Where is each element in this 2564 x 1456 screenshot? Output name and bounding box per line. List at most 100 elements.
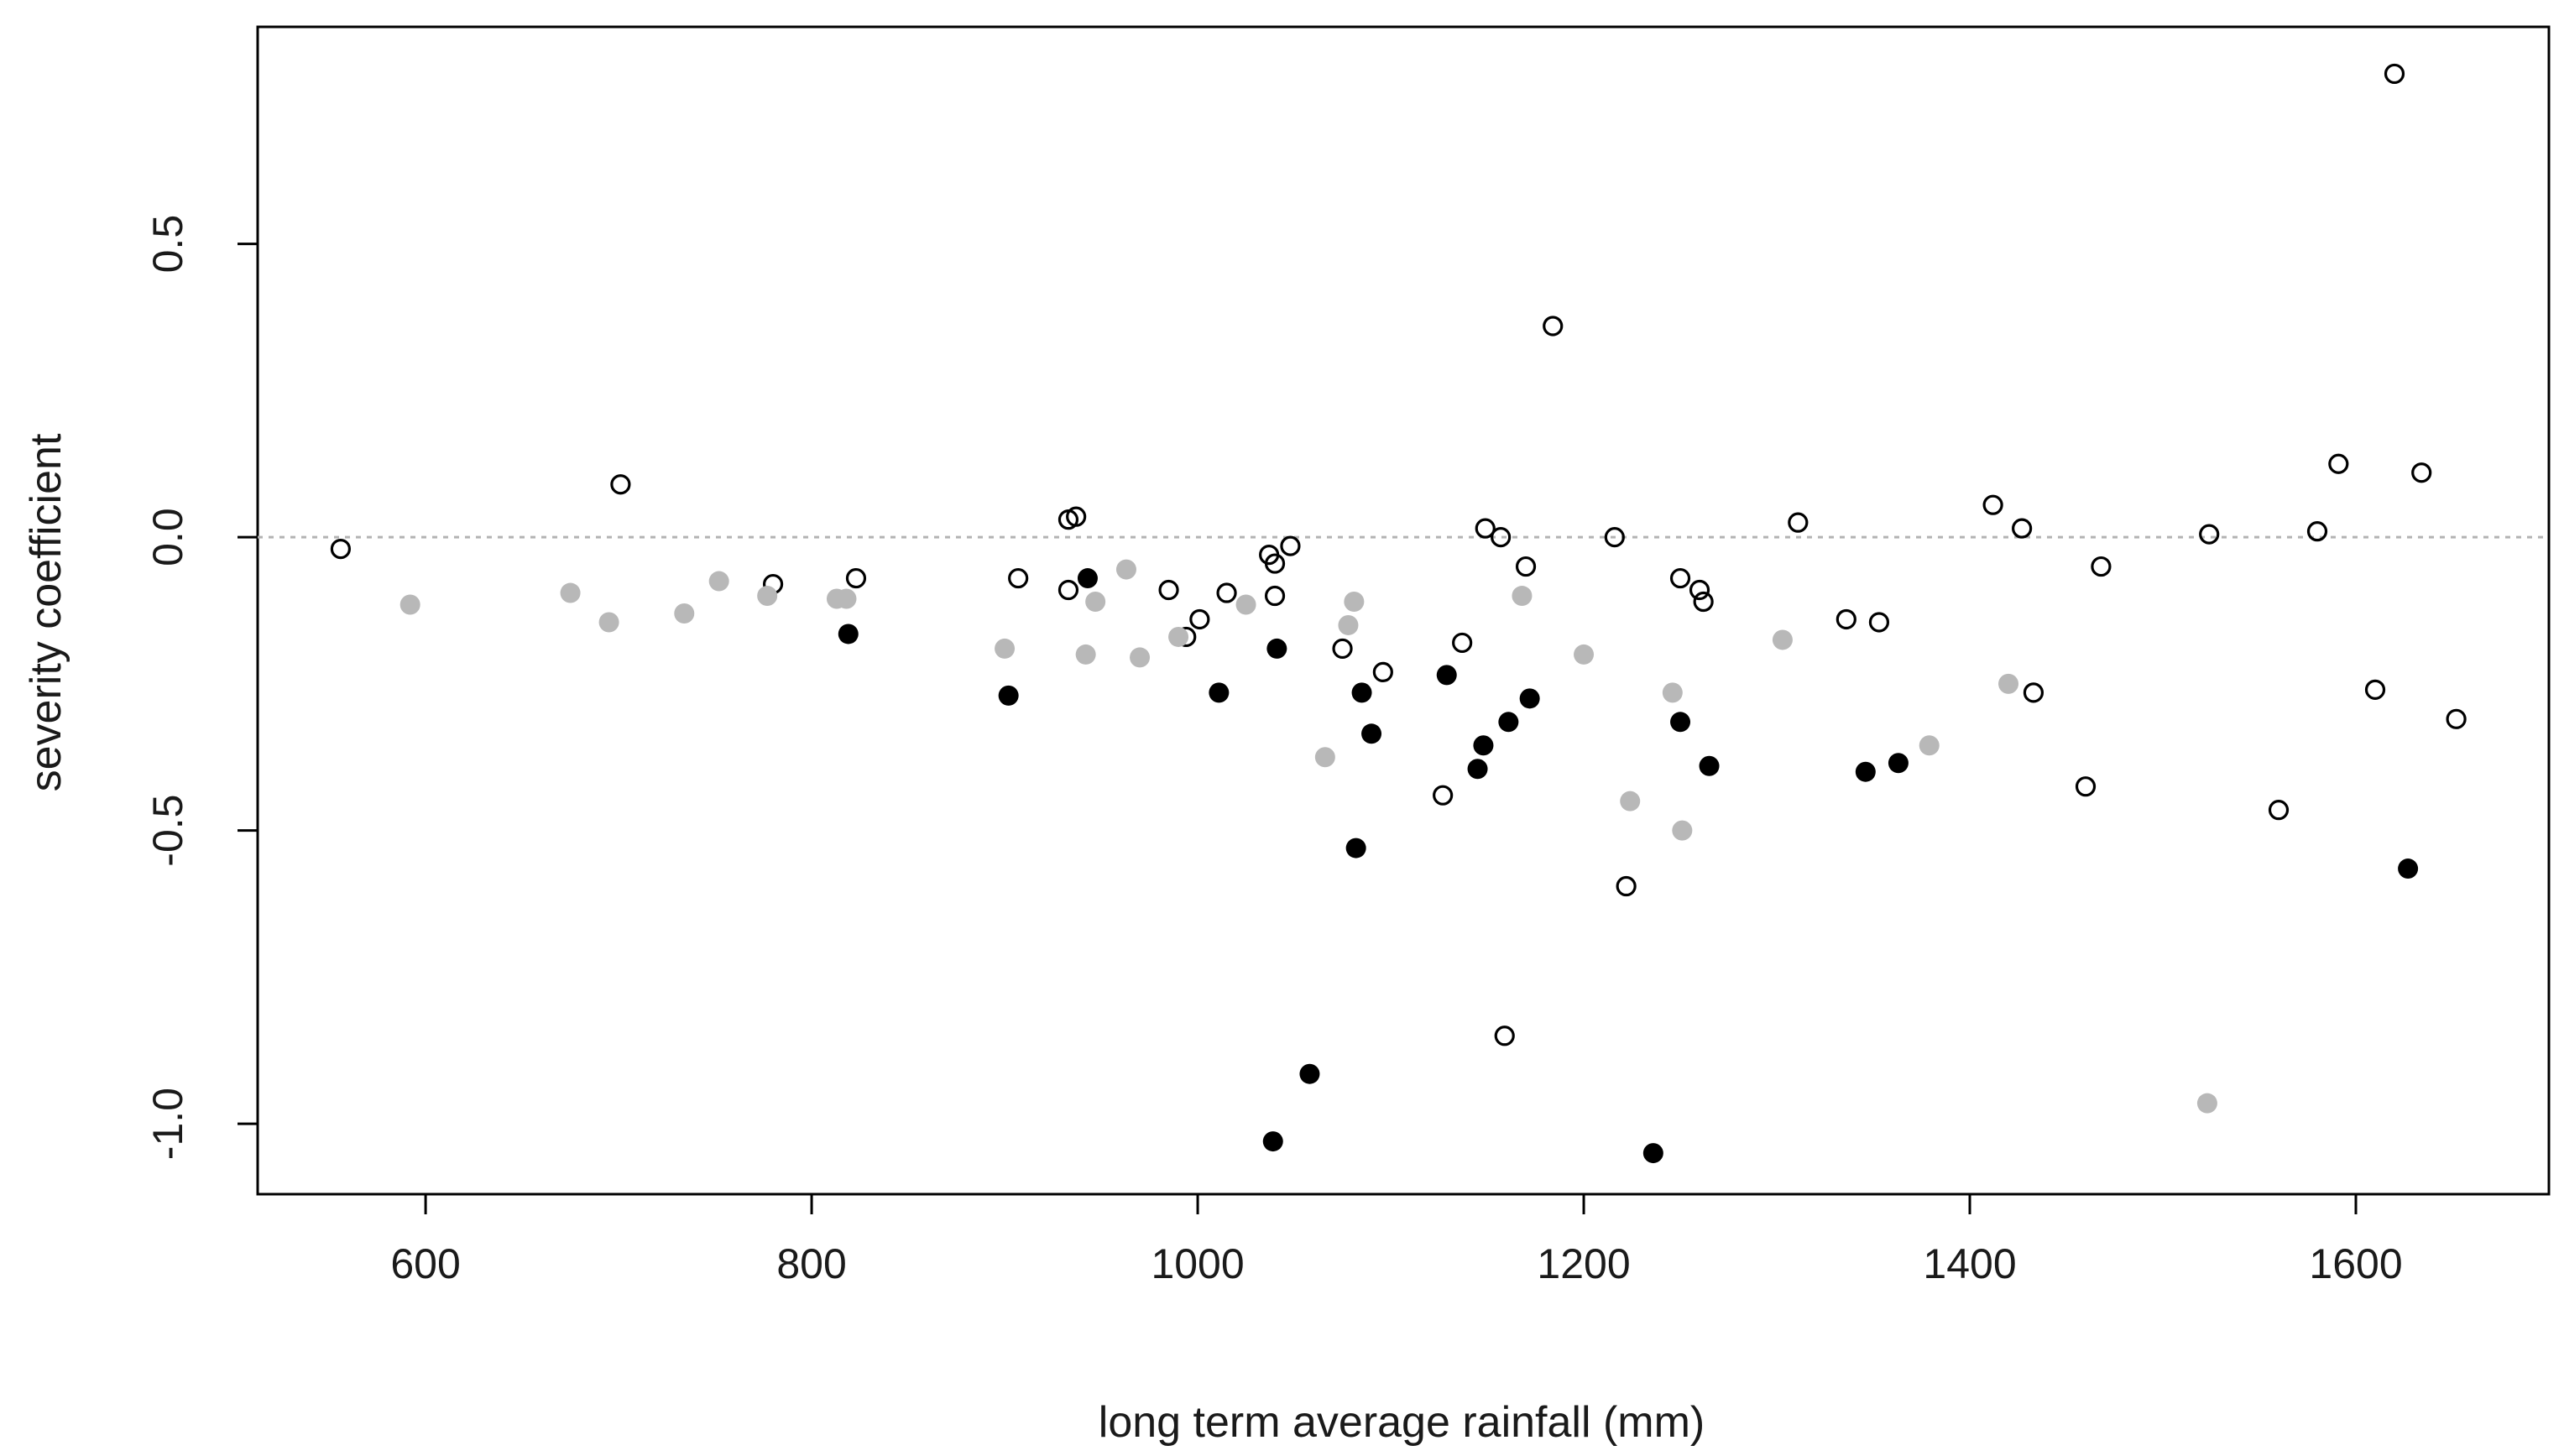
data-point-grey	[1620, 791, 1641, 811]
data-point-open	[1494, 1025, 1515, 1046]
data-point-black	[1266, 638, 1287, 659]
data-point-grey	[1574, 644, 1595, 665]
data-point-open	[1066, 506, 1087, 527]
data-point-black	[1642, 1143, 1663, 1164]
data-point-open	[1669, 567, 1691, 589]
x-tick-label: 1000	[1151, 1240, 1244, 1287]
data-point-open	[1475, 518, 1496, 539]
data-point-black	[1519, 688, 1540, 709]
data-point-grey	[757, 586, 778, 607]
data-point-open	[2306, 521, 2328, 542]
data-point-grey	[1512, 586, 1533, 607]
data-point-black	[1299, 1063, 1320, 1084]
data-point-open	[1057, 579, 1079, 601]
data-point-black	[1498, 712, 1519, 733]
data-point-grey	[1998, 673, 2019, 694]
data-point-grey	[1085, 592, 1106, 613]
plot-frame	[256, 25, 2551, 1196]
data-point-grey	[1662, 682, 1683, 703]
data-point-open	[1982, 494, 2003, 515]
x-tick-label: 1600	[2309, 1240, 2402, 1287]
data-point-grey	[560, 582, 581, 603]
y-tick-label: 0.0	[144, 508, 191, 566]
data-point-open	[2411, 462, 2432, 483]
data-point-open	[2268, 800, 2290, 821]
data-point-black	[1888, 753, 1909, 774]
data-point-open	[1604, 527, 1625, 548]
data-point-black	[1077, 568, 1098, 589]
data-point-open	[1372, 661, 1393, 682]
data-point-grey	[1115, 559, 1136, 580]
data-point-black	[838, 624, 859, 645]
data-point-black	[2398, 858, 2419, 879]
data-point-open	[2446, 708, 2467, 729]
data-point-open	[1158, 579, 1179, 601]
data-point-open	[2023, 682, 2044, 703]
data-point-open	[2199, 524, 2220, 545]
data-point-open	[2364, 679, 2386, 700]
data-point-open	[1689, 579, 1710, 601]
x-tick-label: 600	[390, 1240, 460, 1287]
data-point-black	[998, 685, 1019, 706]
data-point-grey	[1344, 592, 1365, 613]
data-point-open	[2075, 776, 2097, 797]
data-point-open	[610, 474, 631, 495]
data-point-grey	[1919, 735, 1940, 756]
data-point-open	[1693, 591, 1714, 613]
data-point-grey	[708, 571, 729, 592]
plot-area: 600 800 1000 1200 1400 1600 -1.0 -0.5 0.0 0.5	[144, 25, 2551, 1287]
data-point-open	[1543, 316, 1564, 337]
data-point-grey	[1130, 647, 1151, 668]
data-point-black	[1345, 838, 1366, 858]
x-tick-label: 800	[776, 1240, 846, 1287]
data-point-black	[1670, 712, 1691, 733]
y-tick-label: 0.5	[144, 215, 191, 274]
y-tick-label: -0.5	[144, 795, 191, 867]
data-point-black	[1473, 735, 1494, 756]
data-point-black	[1351, 682, 1372, 703]
data-point-black	[1262, 1131, 1283, 1152]
data-point-open	[1264, 585, 1286, 607]
data-point-open	[1788, 512, 1809, 533]
data-point-grey	[1168, 626, 1189, 647]
data-point-grey	[1672, 820, 1693, 841]
data-point-open	[2012, 518, 2033, 539]
x-tick-label: 1200	[1537, 1240, 1630, 1287]
data-point-grey	[836, 588, 857, 609]
data-point-open	[1868, 612, 1890, 633]
data-point-open	[1008, 567, 1029, 589]
data-point-grey	[1235, 594, 1256, 615]
data-point-grey	[1314, 747, 1335, 768]
data-point-open	[1264, 553, 1286, 574]
data-point-grey	[1772, 629, 1793, 650]
data-point-grey	[1338, 614, 1359, 635]
x-axis-title: long term average rainfall (mm)	[1099, 1398, 1705, 1447]
data-point-open	[1515, 556, 1537, 577]
data-point-black	[1436, 665, 1457, 686]
data-point-black	[1699, 755, 1720, 776]
data-point-black	[1467, 759, 1488, 780]
y-tick-label: -1.0	[144, 1088, 191, 1160]
data-point-grey	[1075, 644, 1096, 665]
data-point-open	[2384, 63, 2405, 85]
data-point-grey	[399, 594, 420, 615]
data-point-open	[2091, 556, 2112, 577]
data-point-open	[845, 567, 867, 589]
data-point-open	[330, 539, 351, 560]
data-point-grey	[598, 612, 619, 633]
data-point-black	[1855, 761, 1876, 782]
x-tick-label: 1400	[1923, 1240, 2016, 1287]
data-point-open	[1452, 632, 1473, 654]
data-point-black	[1209, 682, 1230, 703]
data-point-open	[1332, 638, 1353, 660]
data-point-open	[2328, 453, 2349, 474]
data-point-open	[1616, 875, 1637, 897]
data-point-grey	[674, 603, 695, 624]
data-point-open	[1280, 535, 1301, 556]
data-point-black	[1361, 723, 1382, 744]
data-point-open	[1836, 608, 1856, 630]
y-axis-title: severity coefficient	[22, 433, 70, 791]
data-point-open	[1491, 527, 1512, 548]
data-point-grey	[995, 638, 1016, 659]
